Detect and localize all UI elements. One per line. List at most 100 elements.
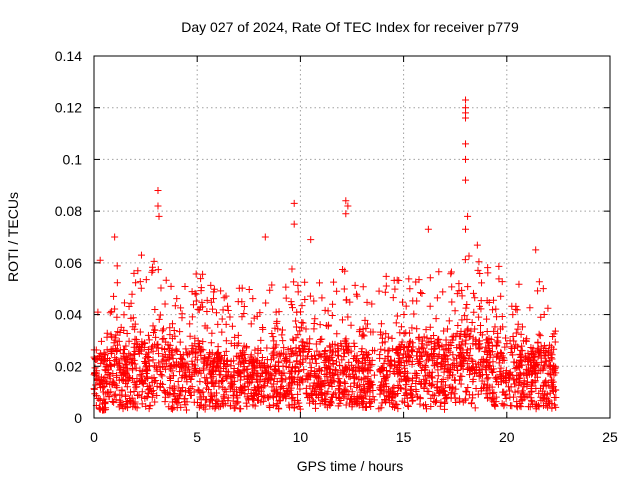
roti-point bbox=[243, 343, 251, 351]
roti-point bbox=[203, 384, 211, 392]
roti-point bbox=[171, 332, 179, 340]
roti-point bbox=[423, 350, 431, 358]
roti-point bbox=[485, 347, 493, 355]
roti-point bbox=[366, 378, 374, 386]
roti-point bbox=[483, 297, 491, 305]
roti-point bbox=[397, 323, 405, 331]
roti-point bbox=[370, 371, 378, 379]
roti-point bbox=[291, 363, 299, 371]
roti-point bbox=[445, 317, 453, 325]
roti-point bbox=[479, 362, 487, 370]
roti-point bbox=[452, 385, 460, 393]
roti-point bbox=[410, 310, 418, 318]
roti-point bbox=[107, 350, 115, 358]
roti-point bbox=[358, 386, 366, 394]
roti-point bbox=[311, 315, 319, 323]
roti-point bbox=[198, 298, 206, 306]
roti-point bbox=[323, 370, 331, 378]
roti-point bbox=[282, 375, 290, 383]
roti-point bbox=[321, 401, 329, 409]
roti-point bbox=[278, 331, 286, 339]
roti-point bbox=[243, 393, 251, 401]
roti-point bbox=[154, 202, 162, 210]
roti-point bbox=[302, 375, 310, 383]
roti-point bbox=[197, 284, 205, 292]
roti-point bbox=[342, 210, 350, 218]
roti-point bbox=[150, 257, 158, 265]
roti-point bbox=[535, 278, 543, 286]
roti-point bbox=[166, 341, 174, 349]
roti-point bbox=[476, 270, 484, 278]
roti-point bbox=[463, 360, 471, 368]
roti-point bbox=[409, 297, 417, 305]
roti-point bbox=[475, 258, 483, 266]
roti-point bbox=[475, 345, 483, 353]
roti-point bbox=[540, 310, 548, 318]
roti-point bbox=[114, 328, 122, 336]
roti-point bbox=[404, 402, 412, 410]
roti-point bbox=[547, 361, 555, 369]
roti-point bbox=[240, 382, 248, 390]
roti-point bbox=[427, 373, 435, 381]
roti-point bbox=[492, 374, 500, 382]
roti-point bbox=[458, 338, 466, 346]
roti-point bbox=[445, 384, 453, 392]
roti-point bbox=[294, 331, 302, 339]
roti-point bbox=[434, 337, 442, 345]
roti-point bbox=[161, 351, 169, 359]
roti-point bbox=[495, 262, 503, 270]
roti-point bbox=[517, 361, 525, 369]
roti-point bbox=[240, 373, 248, 381]
roti-point bbox=[548, 383, 556, 391]
roti-point bbox=[222, 320, 230, 328]
roti-point bbox=[220, 391, 228, 399]
roti-point bbox=[535, 389, 543, 397]
roti-point bbox=[471, 325, 479, 333]
roti-point bbox=[526, 304, 534, 312]
roti-point bbox=[508, 345, 516, 353]
roti-point bbox=[420, 383, 428, 391]
roti-point bbox=[501, 334, 509, 342]
roti-point bbox=[443, 394, 451, 402]
roti-point bbox=[269, 333, 277, 341]
roti-point bbox=[157, 371, 165, 379]
roti-point bbox=[464, 212, 472, 220]
roti-point bbox=[186, 332, 194, 340]
roti-point bbox=[316, 321, 324, 329]
roti-point bbox=[376, 366, 384, 374]
roti-point bbox=[192, 368, 200, 376]
roti-point bbox=[165, 355, 173, 363]
roti-point bbox=[462, 336, 470, 344]
roti-point bbox=[348, 388, 356, 396]
roti-point bbox=[178, 374, 186, 382]
roti-point bbox=[261, 367, 269, 375]
roti-point bbox=[289, 394, 297, 402]
roti-point bbox=[503, 340, 511, 348]
roti-point bbox=[306, 292, 314, 300]
roti-point bbox=[287, 298, 295, 306]
roti-point bbox=[535, 345, 543, 353]
roti-point bbox=[161, 388, 169, 396]
roti-point bbox=[144, 366, 152, 374]
roti-point bbox=[474, 266, 482, 274]
roti-point bbox=[96, 256, 104, 264]
roti-point bbox=[442, 352, 450, 360]
roti-point bbox=[489, 390, 497, 398]
roti-point bbox=[330, 371, 338, 379]
roti-point bbox=[189, 301, 197, 309]
roti-point bbox=[153, 392, 161, 400]
roti-point bbox=[359, 283, 367, 291]
roti-point bbox=[270, 354, 278, 362]
axis-ticks bbox=[93, 55, 611, 419]
roti-point bbox=[256, 309, 264, 317]
roti-point bbox=[379, 372, 387, 380]
roti-point bbox=[483, 315, 491, 323]
roti-point bbox=[145, 336, 153, 344]
roti-point bbox=[389, 345, 397, 353]
roti-point bbox=[427, 394, 435, 402]
roti-point bbox=[102, 398, 110, 406]
roti-point bbox=[405, 353, 413, 361]
roti-point bbox=[266, 392, 274, 400]
roti-point bbox=[309, 382, 317, 390]
roti-point bbox=[427, 403, 435, 411]
